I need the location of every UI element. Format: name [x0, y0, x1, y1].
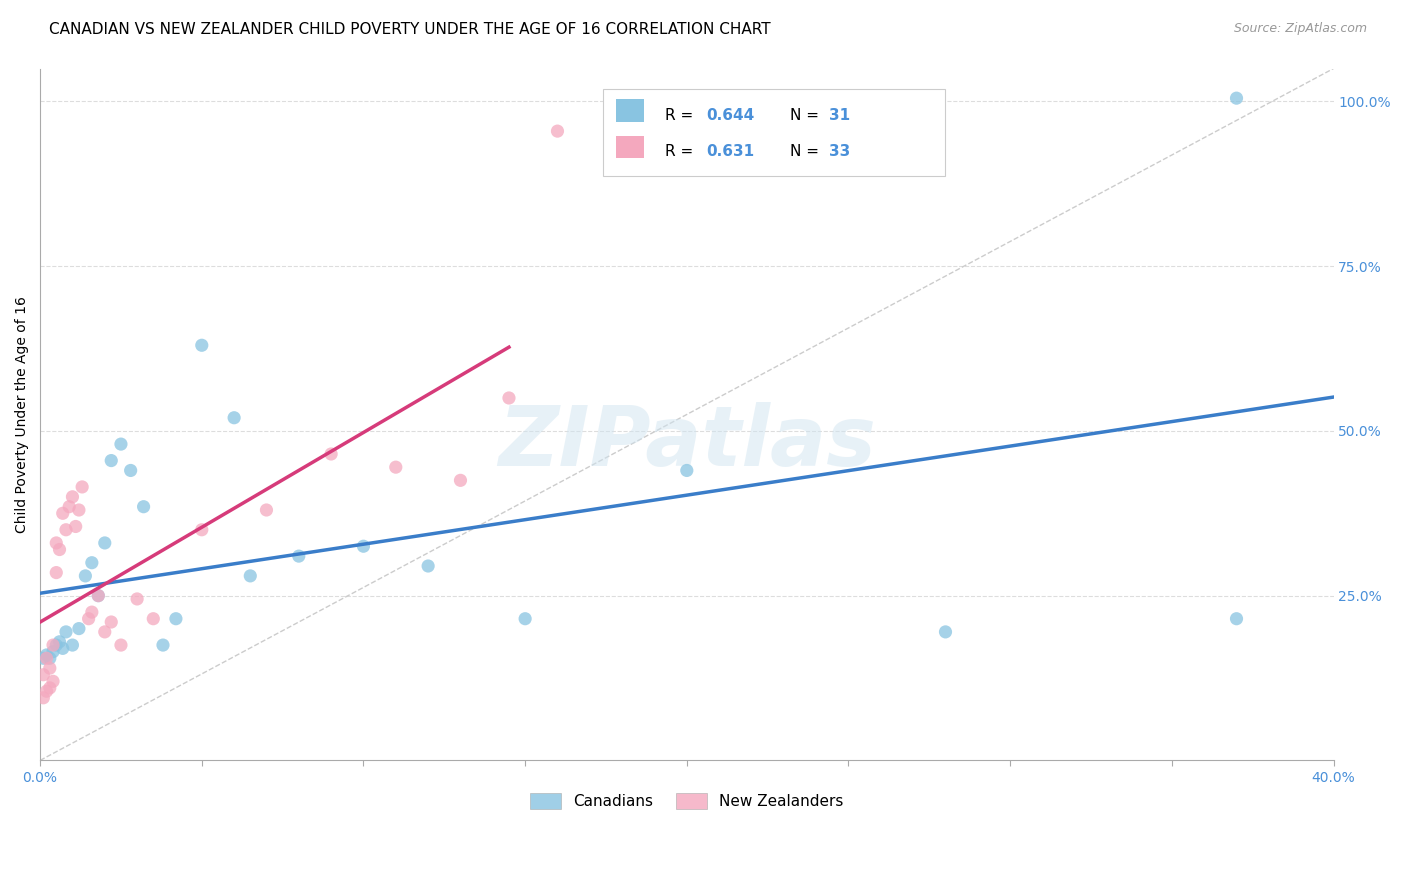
Point [48, 634, 70, 648]
Point [45, 638, 67, 652]
Point [52, 641, 75, 656]
Point [38, 681, 60, 695]
Bar [616, 136, 644, 159]
Point [52, 506, 75, 520]
Point [191, 338, 214, 352]
Text: 0.631: 0.631 [706, 144, 755, 159]
Point [385, 460, 408, 475]
Point [42, 638, 65, 652]
Point [77, 612, 100, 626]
Text: 33: 33 [830, 144, 851, 159]
Point [224, 410, 246, 425]
Point [94, 624, 117, 639]
Point [32, 667, 55, 681]
Bar [616, 99, 644, 122]
Point [67, 503, 90, 517]
Point [35, 651, 58, 665]
Point [675, 463, 697, 477]
Point [100, 615, 122, 629]
Text: Source: ZipAtlas.com: Source: ZipAtlas.com [1233, 22, 1367, 36]
Text: ZIPatlas: ZIPatlas [498, 401, 876, 483]
Point [353, 539, 375, 553]
Point [934, 624, 956, 639]
Point [80, 605, 103, 619]
Point [65, 519, 87, 533]
Point [94, 536, 117, 550]
Point [58, 500, 80, 514]
Point [450, 474, 472, 488]
Text: N =: N = [790, 144, 824, 159]
Point [120, 463, 142, 477]
Point [87, 589, 110, 603]
Point [127, 591, 149, 606]
Point [48, 542, 70, 557]
Point [70, 480, 93, 494]
Point [32, 690, 55, 705]
Point [100, 453, 122, 467]
Point [38, 651, 60, 665]
Point [45, 536, 67, 550]
Point [35, 648, 58, 662]
Point [418, 559, 440, 574]
Point [42, 645, 65, 659]
Text: 0.644: 0.644 [706, 108, 755, 123]
Point [75, 569, 97, 583]
Text: R =: R = [665, 108, 697, 123]
Point [35, 684, 58, 698]
Point [321, 447, 343, 461]
Point [67, 622, 90, 636]
Point [132, 500, 155, 514]
Text: 31: 31 [830, 108, 851, 123]
Point [191, 523, 214, 537]
Point [513, 612, 536, 626]
Point [55, 624, 77, 639]
Point [42, 674, 65, 689]
Point [32, 651, 55, 665]
Point [288, 549, 311, 563]
Legend: Canadians, New Zealanders: Canadians, New Zealanders [524, 787, 849, 815]
Point [142, 612, 165, 626]
Point [38, 661, 60, 675]
Point [1225, 91, 1247, 105]
Point [45, 566, 67, 580]
Point [546, 124, 568, 138]
Point [55, 523, 77, 537]
Point [165, 612, 187, 626]
Y-axis label: Child Poverty Under the Age of 16: Child Poverty Under the Age of 16 [15, 296, 30, 533]
Text: N =: N = [790, 108, 824, 123]
Point [152, 638, 174, 652]
Point [1225, 612, 1247, 626]
Point [80, 556, 103, 570]
Text: R =: R = [665, 144, 697, 159]
Point [239, 569, 262, 583]
Point [110, 437, 132, 451]
Bar [603, 89, 945, 176]
Point [87, 589, 110, 603]
Point [256, 503, 278, 517]
Point [110, 638, 132, 652]
Point [62, 638, 84, 652]
Point [62, 490, 84, 504]
Point [498, 391, 520, 405]
Text: CANADIAN VS NEW ZEALANDER CHILD POVERTY UNDER THE AGE OF 16 CORRELATION CHART: CANADIAN VS NEW ZEALANDER CHILD POVERTY … [49, 22, 770, 37]
